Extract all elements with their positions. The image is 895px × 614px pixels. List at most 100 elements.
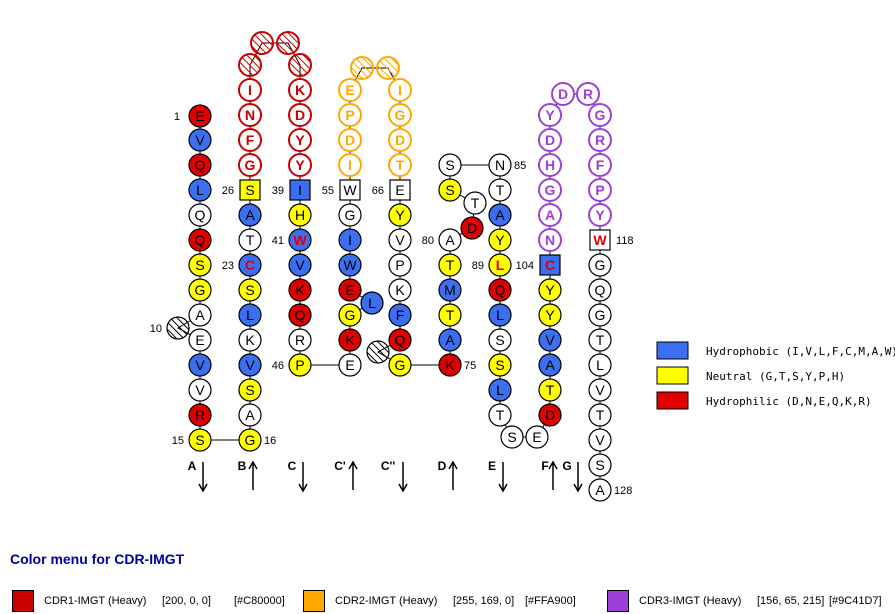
residue-letter: T bbox=[496, 182, 505, 198]
residue-bead bbox=[238, 303, 262, 327]
residue-A: A 128 bbox=[588, 478, 632, 502]
residue-I: I bbox=[338, 153, 362, 177]
residue-S: S bbox=[488, 328, 512, 352]
position-label: 55 bbox=[322, 185, 334, 197]
residue-letter: S bbox=[495, 357, 504, 373]
residue-letter: S bbox=[445, 182, 454, 198]
residue-G: G bbox=[388, 103, 412, 127]
residue-G: G bbox=[238, 153, 262, 177]
residue-bead bbox=[388, 153, 412, 177]
cdr2-hex: [#FFA900] bbox=[525, 595, 576, 607]
residue-letter: T bbox=[446, 257, 455, 273]
residue-bead bbox=[288, 303, 312, 327]
residue-letter: I bbox=[348, 232, 352, 248]
residue-letter: L bbox=[246, 307, 254, 323]
residue-D: D bbox=[288, 103, 312, 127]
residue-gap bbox=[288, 53, 312, 77]
residue-letter: N bbox=[245, 107, 255, 123]
residue-gap bbox=[366, 340, 390, 364]
residue-letter: A bbox=[195, 307, 205, 323]
color-menu-title: Color menu for CDR-IMGT bbox=[10, 551, 185, 567]
residue-bead bbox=[388, 253, 412, 277]
residue-letter: D bbox=[395, 132, 405, 148]
strand-label: C bbox=[288, 459, 297, 473]
residue-letter: L bbox=[496, 257, 505, 273]
residue-bead bbox=[438, 153, 462, 177]
residue-E: E bbox=[188, 328, 212, 352]
residue-letter: T bbox=[246, 232, 255, 248]
residue-bead bbox=[488, 328, 512, 352]
residue-bead bbox=[388, 203, 412, 227]
residue-letter: S bbox=[245, 282, 254, 298]
residue-bead bbox=[438, 253, 462, 277]
residue-letter: L bbox=[196, 182, 204, 198]
residue-bead bbox=[338, 153, 362, 177]
residue-letter: D bbox=[545, 132, 555, 148]
residue-bead bbox=[288, 153, 312, 177]
residue-A: A bbox=[538, 203, 562, 227]
residue-L: L bbox=[188, 178, 212, 202]
strand-arrow bbox=[398, 462, 408, 493]
residue-S: S 15 bbox=[172, 428, 212, 452]
residue-letter: G bbox=[345, 307, 356, 323]
residue-letter: G bbox=[595, 107, 606, 123]
residue-bead bbox=[276, 31, 300, 55]
strand-label: G bbox=[562, 459, 571, 473]
residue-letter: K bbox=[295, 82, 305, 98]
residue-L: L bbox=[360, 291, 384, 315]
residue-letter: L bbox=[368, 295, 376, 311]
residue-bead bbox=[188, 104, 212, 128]
residue-bead bbox=[538, 303, 562, 327]
residue-V: V bbox=[388, 228, 412, 252]
residue-bead bbox=[250, 31, 274, 55]
residue-G: G 16 bbox=[238, 428, 276, 452]
residue-T: T bbox=[488, 403, 512, 427]
residue-letter: P bbox=[345, 107, 354, 123]
residue-square bbox=[339, 179, 361, 201]
residue-letter: S bbox=[595, 457, 604, 473]
residue-letter: V bbox=[195, 132, 205, 148]
residue-bead bbox=[288, 253, 312, 277]
residue-gap bbox=[276, 31, 300, 55]
residue-letter: A bbox=[595, 482, 605, 498]
residue-bead bbox=[166, 316, 190, 340]
residue-bead bbox=[238, 228, 262, 252]
residue-Q: Q bbox=[488, 278, 512, 302]
residue-bead bbox=[576, 82, 600, 106]
residue-letter: Y bbox=[495, 232, 505, 248]
residue-bead bbox=[538, 103, 562, 127]
residue-bead bbox=[376, 56, 400, 80]
residue-L: L bbox=[238, 303, 262, 327]
residue-T: T bbox=[238, 228, 262, 252]
residue-V: V bbox=[588, 428, 612, 452]
residue-bead bbox=[188, 178, 212, 202]
residue-bead bbox=[338, 278, 362, 302]
residue-D: D bbox=[460, 216, 484, 240]
residue-Y: Y bbox=[388, 203, 412, 227]
residue-H: H bbox=[538, 153, 562, 177]
legend-item-hydrophilic: Hydrophilic (D,N,E,Q,K,R) bbox=[656, 391, 872, 410]
residue-Q: Q bbox=[188, 153, 212, 177]
residue-letter: T bbox=[471, 195, 480, 211]
position-label: 89 bbox=[472, 260, 484, 272]
residue-A: A bbox=[188, 303, 212, 327]
residue-bead bbox=[338, 228, 362, 252]
residue-letter: Q bbox=[595, 282, 606, 298]
cdr1-hex: [#C80000] bbox=[234, 595, 285, 607]
residue-V: V bbox=[288, 253, 312, 277]
residue-bead bbox=[238, 378, 262, 402]
residue-bead bbox=[188, 278, 212, 302]
residue-bead bbox=[488, 153, 512, 177]
residue-bead bbox=[388, 303, 412, 327]
residue-letter: C bbox=[245, 257, 255, 273]
residue-S: S bbox=[588, 453, 612, 477]
residue-letter: W bbox=[293, 232, 307, 248]
residue-E: E bbox=[525, 425, 549, 449]
residue-letter: S bbox=[495, 332, 504, 348]
residue-gap bbox=[376, 56, 400, 80]
residue-Q: Q bbox=[288, 303, 312, 327]
residue-letter: M bbox=[444, 282, 456, 298]
residue-letter: F bbox=[596, 157, 605, 173]
residue-S: S bbox=[438, 178, 462, 202]
residue-bead bbox=[238, 253, 262, 277]
